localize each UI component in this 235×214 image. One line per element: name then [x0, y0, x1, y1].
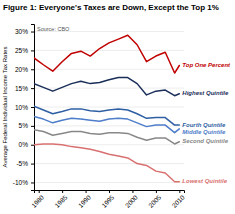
x-tick-mark: [132, 190, 133, 193]
x-tick: 2010: [171, 190, 186, 209]
lines: [34, 35, 179, 181]
y-tick: -5%: [16, 160, 34, 167]
x-axis: 1980 1985 1990 1995 2000 2005 2010: [30, 190, 186, 209]
series-label: Highest Quintile: [182, 90, 229, 96]
y-tick: 25%: [15, 47, 34, 54]
y-tick: 5%: [19, 122, 34, 129]
y-tick-label: 15%: [15, 85, 28, 92]
series-line: [34, 130, 179, 144]
y-tick-label: -5%: [16, 160, 28, 167]
y-tick-label: 25%: [15, 47, 28, 54]
y-tick-mark: [31, 145, 34, 146]
y-tick-mark: [31, 126, 34, 127]
series-label: Fourth Quintile: [182, 122, 226, 128]
y-tick-mark: [31, 88, 34, 89]
series-label: Top One Percent: [182, 62, 231, 68]
series-line: [34, 144, 179, 182]
y-tick-mark: [31, 50, 34, 51]
grid: [34, 32, 184, 183]
y-tick-mark: [31, 182, 34, 183]
x-tick-label: 2005: [147, 193, 162, 208]
x-tick-label: 1985: [53, 193, 68, 208]
x-tick-label: 1980: [30, 193, 45, 208]
y-tick-label: 5%: [19, 122, 29, 129]
y-axis-line: [31, 25, 35, 191]
x-tick-mark: [62, 190, 63, 193]
y-tick-label: 20%: [15, 66, 28, 73]
y-tick-mark: [31, 164, 34, 165]
x-tick-mark: [156, 190, 157, 193]
grid-line: [34, 88, 184, 89]
grid-line: [34, 163, 184, 164]
x-tick: 2005: [147, 190, 162, 209]
series-line: [34, 116, 179, 132]
x-tick: 1990: [77, 190, 92, 209]
annotation: Source: CBO: [37, 26, 70, 32]
plot: -10%-5%0%5%10%15%20%25%30%19801985199019…: [13, 25, 231, 209]
title: Figure 1: Everyone's Taxes are Down, Exc…: [3, 3, 219, 12]
x-tick: 2000: [124, 190, 139, 209]
series-label: Lowest Quintile: [182, 178, 227, 184]
y-tick: 20%: [15, 66, 34, 73]
x-tick-label: 1995: [100, 193, 115, 208]
x-tick: 1980: [30, 190, 45, 209]
x-tick-label: 1990: [77, 193, 92, 208]
y-tick: -10%: [13, 179, 34, 186]
chart: Figure 1: Everyone's Taxes are Down, Exc…: [0, 0, 235, 214]
y-tick: 0%: [19, 141, 34, 148]
x-tick-label: 2000: [124, 193, 139, 208]
series-label: Second Quintile: [182, 138, 228, 144]
x-tick-mark: [179, 190, 180, 193]
grid-line: [34, 50, 184, 51]
y-tick-mark: [31, 69, 34, 70]
y-tick-mark: [31, 32, 34, 33]
y-tick-label: 30%: [15, 28, 28, 35]
y-tick-label: 10%: [15, 104, 28, 111]
series-label: Middle Quintile: [182, 129, 226, 135]
y-axis: -10% -5% 0% 5% 10% 15% 20% 25% 30%: [13, 25, 35, 191]
series-line: [34, 35, 179, 73]
y-tick-label: 0%: [19, 141, 29, 148]
x-tick-mark: [39, 190, 40, 193]
y-axis-title: Average Federal Individual Income Tax Ra…: [2, 47, 8, 168]
y-tick: 15%: [15, 85, 34, 92]
y-tick: 10%: [15, 104, 34, 111]
x-tick: 1985: [53, 190, 68, 209]
y-tick-mark: [31, 107, 34, 108]
grid-line: [34, 69, 184, 70]
x-tick-mark: [109, 190, 110, 193]
series-line: [34, 78, 179, 96]
y-tick-label: -10%: [13, 179, 28, 186]
x-tick-mark: [86, 190, 87, 193]
x-tick: 1995: [100, 190, 115, 209]
x-tick-label: 2010: [171, 193, 186, 208]
y-tick: 30%: [15, 28, 34, 35]
x-axis-line: [35, 191, 185, 194]
grid-line: [34, 182, 184, 183]
grid-line: [34, 107, 184, 108]
